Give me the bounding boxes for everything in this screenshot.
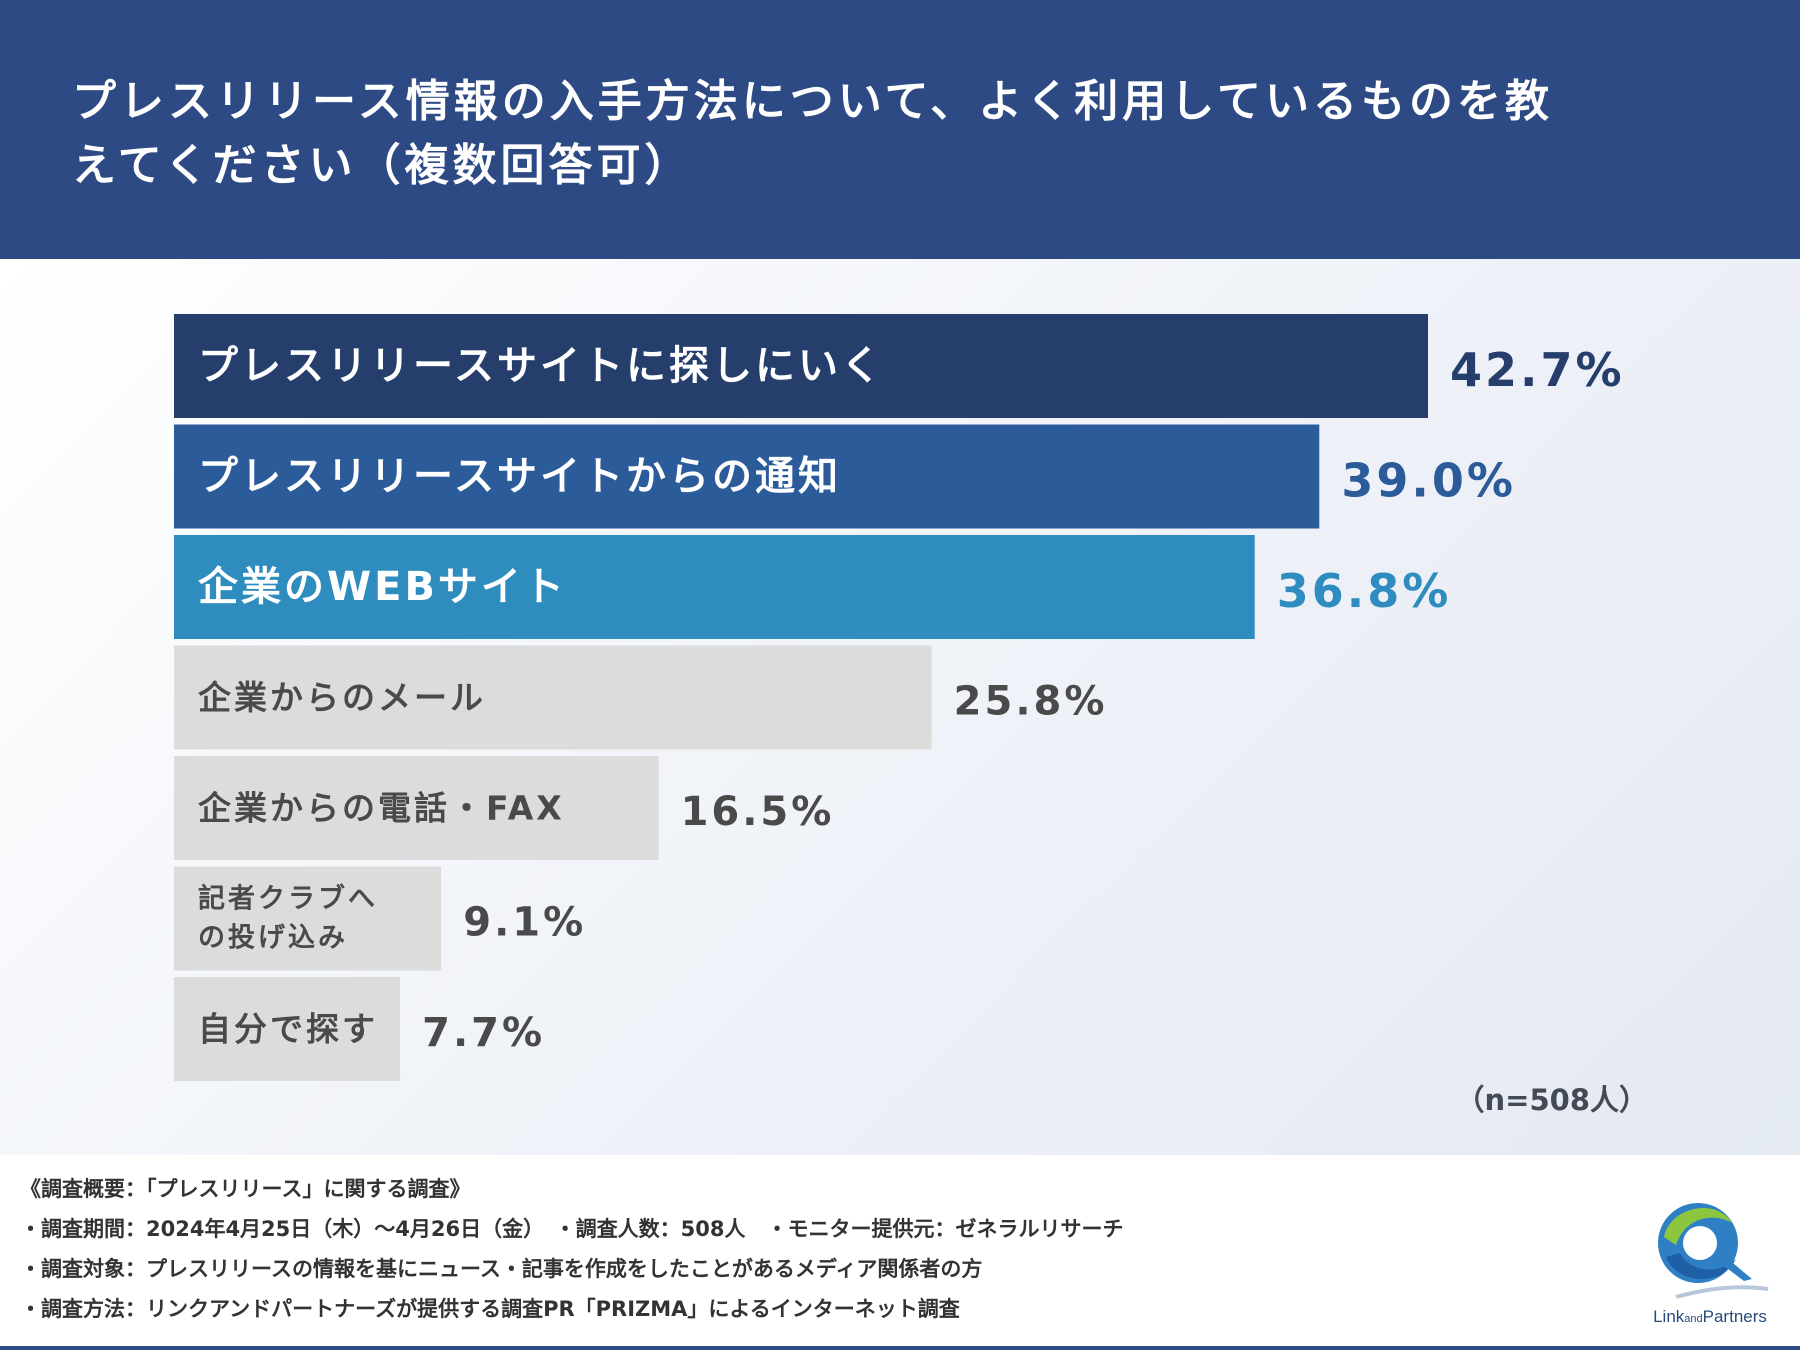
category-label: 自分で探す (198, 1010, 378, 1049)
sample-size-note: （n=508人） (1455, 1083, 1648, 1117)
bar-group: プレスリリースサイトに探しにいく 42.7% (174, 314, 1625, 418)
logo-text-and: and (1684, 1313, 1703, 1325)
category-label: プレスリリースサイトからの通知 (198, 454, 841, 500)
value-label: 36.8% (1277, 564, 1452, 618)
category-label: プレスリリースサイトに探しにいく (198, 343, 884, 389)
link-and-partners-logo: LinkandPartners (1636, 1197, 1784, 1347)
chart-area: プレスリリースサイトに探しにいく 42.7% プレスリリースサイトからの通知 39.0… (0, 259, 1800, 1155)
bar (174, 866, 442, 971)
bar-group: 企業からのメール 25.8% (174, 645, 1108, 750)
footer-line-target: ・調査対象：プレスリリースの情報を基にニュース・記事を作成をしたことがあるメディ… (20, 1257, 983, 1281)
bar (174, 535, 1255, 639)
value-label: 9.1% (463, 900, 586, 946)
footer-line-method: ・調査方法：リンクアンドパートナーズが提供する調査PR「PRIZMA」によるイン… (20, 1297, 960, 1321)
logo-wordmark: LinkandPartners (1636, 1307, 1784, 1327)
logo-text-link: Link (1653, 1307, 1685, 1326)
bar-group: 自分で探す 7.7% (174, 977, 545, 1081)
title-line-2: えてください（複数回答可） (72, 140, 693, 191)
logo-mark-icon (1658, 1203, 1769, 1299)
value-label: 42.7% (1450, 343, 1625, 397)
value-label: 16.5% (681, 789, 835, 835)
header-banner: プレスリリース情報の入手方法について、よく利用しているものを教 えてください（複… (0, 0, 1800, 259)
bar-group: 企業からの電話・FAX 16.5% (174, 756, 835, 860)
value-label: 25.8% (954, 679, 1108, 725)
category-label: 企業からの電話・FAX (198, 789, 565, 828)
bar (174, 645, 932, 750)
bottom-accent-strip (0, 1346, 1800, 1350)
logo-text-partners: Partners (1702, 1307, 1767, 1326)
footer-line-period: ・調査期間：2024年4月25日（木）〜4月26日（金） ・調査人数：508人 … (20, 1217, 1124, 1241)
bar-group: プレスリリースサイトからの通知 39.0% (174, 424, 1516, 529)
value-label: 7.7% (422, 1010, 545, 1056)
survey-overview: 《調査概要：「プレスリリース」に関する調査》 ・調査期間：2024年4月25日（… (0, 1155, 1800, 1350)
category-label: 企業からのメール (198, 678, 486, 717)
bar (174, 977, 401, 1081)
title-line-1: プレスリリース情報の入手方法について、よく利用しているものを教 (72, 76, 1553, 127)
bar (174, 314, 1428, 418)
bar (174, 756, 659, 860)
value-label: 39.0% (1341, 454, 1516, 508)
footer-line-title: 《調査概要：「プレスリリース」に関する調査》 (20, 1177, 471, 1201)
bar-chart: プレスリリースサイトに探しにいく 42.7% プレスリリースサイトからの通知 39.0… (174, 314, 1625, 1081)
bar (174, 424, 1320, 529)
category-label: の投げ込み (198, 923, 348, 954)
chart-title: プレスリリース情報の入手方法について、よく利用しているものを教 えてください（複… (72, 70, 1732, 198)
bar-group: 企業のWEBサイト 36.8% (174, 535, 1452, 639)
category-label: 記者クラブへ (198, 882, 378, 914)
category-label: 企業のWEBサイト (198, 564, 567, 610)
